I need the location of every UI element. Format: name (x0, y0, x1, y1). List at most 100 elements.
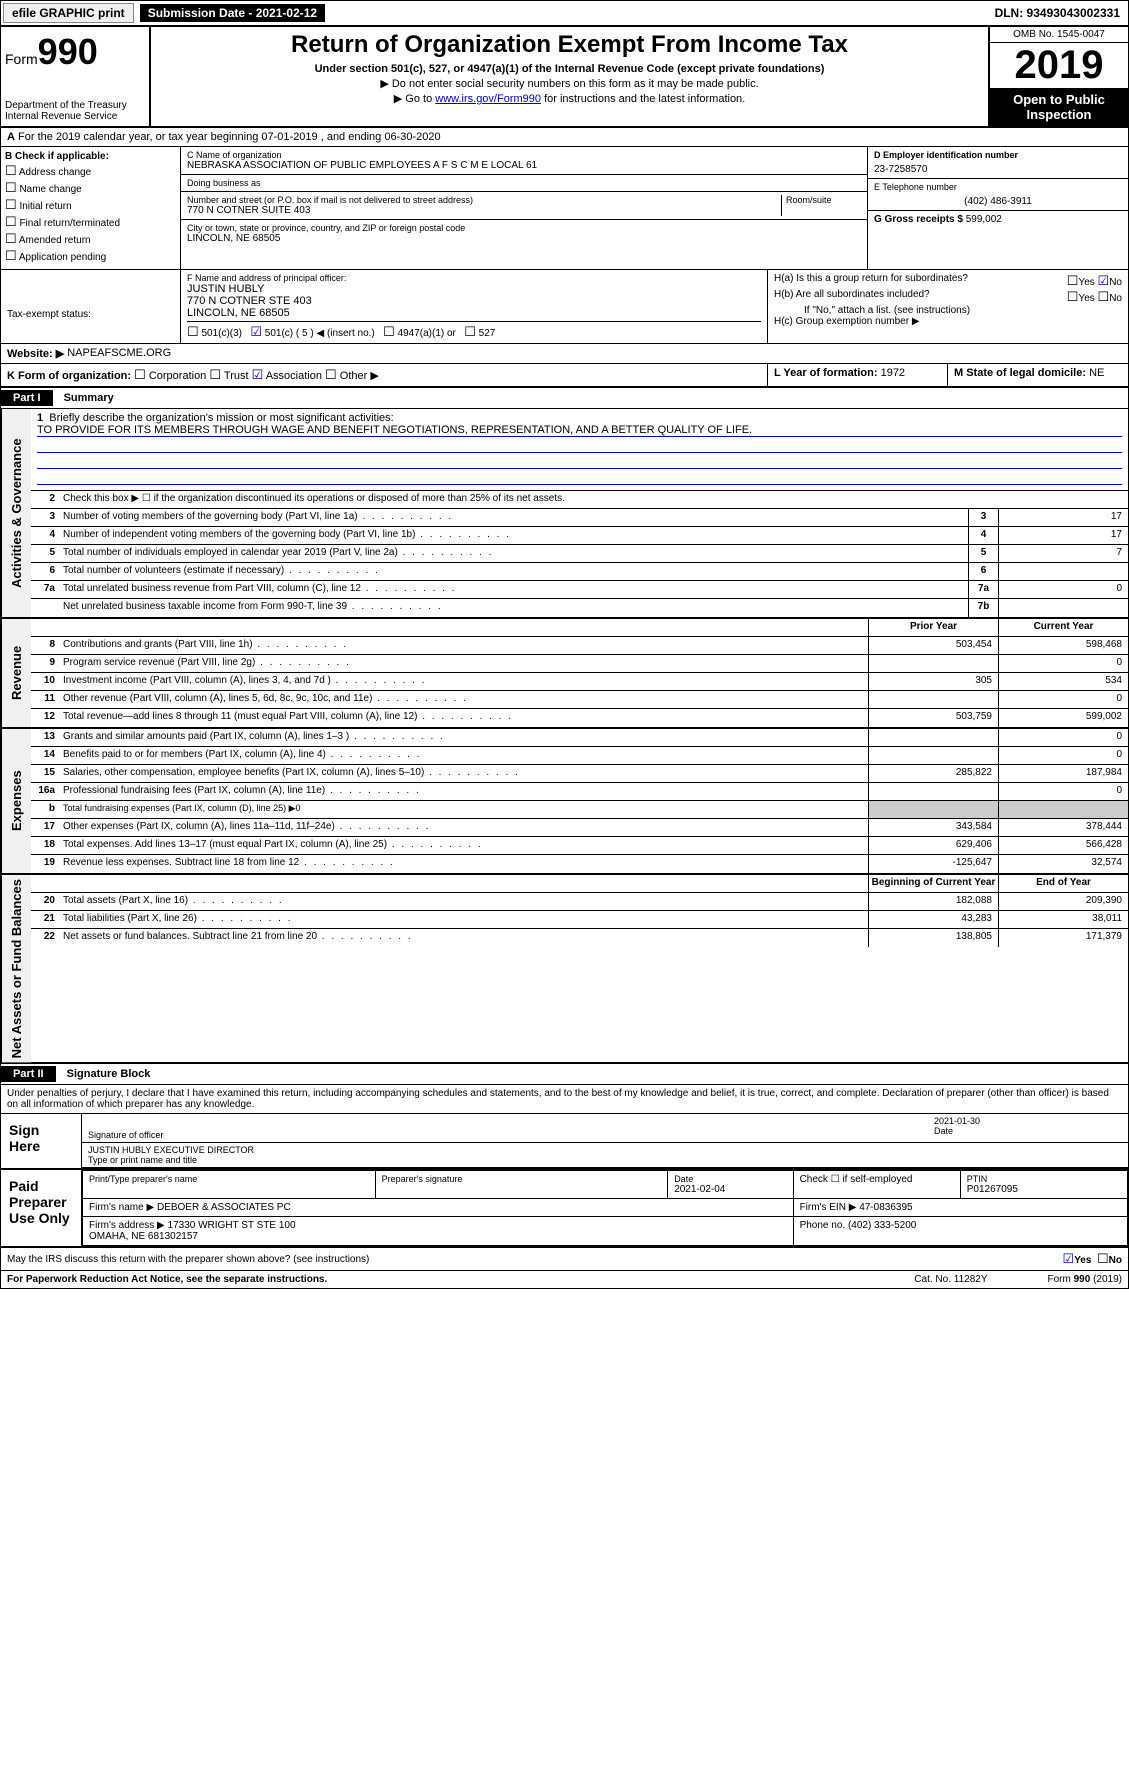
firm-phone-label: Phone no. (800, 1220, 846, 1231)
footer-right: Form 990 (2019) (1048, 1274, 1123, 1285)
efile-print-button[interactable]: efile GRAPHIC print (3, 3, 134, 23)
rev-line-8: 8Contributions and grants (Part VIII, li… (31, 637, 1128, 655)
form-header: Form990 Department of the Treasury Inter… (1, 27, 1128, 128)
chk-address-change[interactable]: Address change (5, 163, 176, 179)
vtab-revenue: Revenue (1, 619, 31, 727)
chk-501c3[interactable] (187, 328, 199, 339)
chk-name-change[interactable]: Name change (5, 180, 176, 196)
section-f-h: Tax-exempt status: F Name and address of… (1, 270, 1128, 344)
website-label: Website: ▶ (7, 347, 64, 360)
org-name: NEBRASKA ASSOCIATION OF PUBLIC EMPLOYEES… (187, 160, 861, 171)
part-ii-header: Part II Signature Block (1, 1064, 1128, 1085)
form-990-container: efile GRAPHIC print Submission Date - 20… (0, 0, 1129, 1289)
footer-mid: Cat. No. 11282Y (914, 1274, 987, 1285)
chk-4947[interactable] (383, 328, 395, 339)
phone-label: E Telephone number (874, 182, 1122, 192)
gross-label: G Gross receipts $ (874, 214, 963, 225)
exp-line-18: 18Total expenses. Add lines 13–17 (must … (31, 837, 1128, 855)
vtab-netassets: Net Assets or Fund Balances (1, 875, 31, 1062)
hdr-prior: Prior Year (868, 619, 998, 636)
sign-here-section: Sign Here Signature of officer 2021-01-3… (1, 1114, 1128, 1170)
exp-line-17: 17Other expenses (Part IX, column (A), l… (31, 819, 1128, 837)
chk-amended[interactable]: Amended return (5, 231, 176, 247)
part-i-header: Part I Summary (1, 388, 1128, 409)
discuss-row: May the IRS discuss this return with the… (1, 1248, 1128, 1271)
chk-other[interactable] (325, 370, 337, 382)
form-number: 990 (38, 31, 98, 72)
city-value: LINCOLN, NE 68505 (187, 233, 861, 244)
vtab-expenses: Expenses (1, 729, 31, 873)
discuss-yes[interactable] (1063, 1255, 1075, 1266)
ein-value: 23-7258570 (874, 160, 1122, 175)
prep-selfemp[interactable]: Check ☐ if self-employed (793, 1171, 960, 1199)
firm-label: Firm's name ▶ (89, 1202, 154, 1213)
klm-row: K Form of organization: Corporation Trus… (1, 364, 1128, 388)
chk-501c[interactable] (250, 328, 262, 339)
tax-exempt-label: Tax-exempt status: (7, 309, 174, 320)
irs-link[interactable]: www.irs.gov/Form990 (435, 93, 541, 105)
expenses-block: Expenses 13Grants and similar amounts pa… (1, 729, 1128, 875)
goto-post: for instructions and the latest informat… (541, 93, 745, 105)
chk-corp[interactable] (134, 370, 146, 382)
org-name-label: C Name of organization (187, 150, 861, 160)
ha-no[interactable] (1098, 277, 1110, 288)
section-h: H(a) Is this a group return for subordin… (768, 270, 1128, 343)
officer-name-line: JUSTIN HUBLY EXECUTIVE DIRECTOR Type or … (82, 1143, 1128, 1168)
sign-date: 2021-01-30 Date (928, 1114, 1128, 1143)
ha-yes[interactable] (1067, 277, 1079, 288)
chk-application-pending[interactable]: Application pending (5, 248, 176, 264)
ptin-hdr: PTIN (967, 1174, 1121, 1184)
gov-line-7a: 7aTotal unrelated business revenue from … (31, 581, 1128, 599)
officer-signature-line[interactable]: Signature of officer (82, 1114, 928, 1143)
hb-yes[interactable] (1067, 293, 1079, 304)
form-label: Form (5, 51, 38, 67)
omb-number: OMB No. 1545-0047 (990, 27, 1128, 43)
prep-date: 2021-02-04 (674, 1184, 786, 1195)
hb-no[interactable] (1098, 293, 1110, 304)
submission-date: Submission Date - 2021-02-12 (140, 4, 325, 22)
chk-assoc[interactable] (252, 370, 264, 382)
chk-trust[interactable] (209, 370, 221, 382)
phone-value: (402) 486-3911 (874, 192, 1122, 207)
page-footer: For Paperwork Reduction Act Notice, see … (1, 1271, 1128, 1288)
firm-ein-label: Firm's EIN ▶ (800, 1202, 857, 1213)
mission-text: TO PROVIDE FOR ITS MEMBERS THROUGH WAGE … (37, 424, 1122, 437)
net-line-20: 20Total assets (Part X, line 16)182,0882… (31, 893, 1128, 911)
section-c-org: C Name of organization NEBRASKA ASSOCIAT… (181, 147, 868, 269)
hb-note: If "No," attach a list. (see instruction… (774, 305, 1122, 316)
q2-text: Check this box ▶ ☐ if the organization d… (59, 491, 1128, 508)
exp-line-b: bTotal fundraising expenses (Part IX, co… (31, 801, 1128, 819)
goto-pre: ▶ Go to (394, 93, 435, 105)
exp-line-15: 15Salaries, other compensation, employee… (31, 765, 1128, 783)
perjury-statement: Under penalties of perjury, I declare th… (1, 1085, 1128, 1114)
exp-line-16a: 16aProfessional fundraising fees (Part I… (31, 783, 1128, 801)
revenue-block: Revenue Prior Year Current Year 8Contrib… (1, 619, 1128, 729)
hdr-end: End of Year (998, 875, 1128, 892)
vtab-governance: Activities & Governance (1, 409, 31, 617)
hb-label: H(b) Are all subordinates included? (774, 289, 930, 305)
governance-block: Activities & Governance 1 Briefly descri… (1, 409, 1128, 619)
officer-label: F Name and address of principal officer: (187, 273, 761, 283)
exp-line-19: 19Revenue less expenses. Subtract line 1… (31, 855, 1128, 873)
city-label: City or town, state or province, country… (187, 223, 861, 233)
discuss-no[interactable] (1097, 1255, 1109, 1266)
section-b-checkboxes: B Check if applicable: Address change Na… (1, 147, 181, 269)
street-address: 770 N COTNER SUITE 403 (187, 205, 781, 216)
part-i-label: Part I (1, 390, 53, 406)
note-goto: ▶ Go to www.irs.gov/Form990 for instruct… (155, 92, 984, 105)
mission-blank-2 (37, 455, 1122, 469)
chk-final-return[interactable]: Final return/terminated (5, 214, 176, 230)
dba-label: Doing business as (187, 178, 861, 188)
net-line-21: 21Total liabilities (Part X, line 26)43,… (31, 911, 1128, 929)
gov-line-4: 4Number of independent voting members of… (31, 527, 1128, 545)
line-l: L Year of formation: 1972 (768, 364, 948, 386)
exp-line-14: 14Benefits paid to or for members (Part … (31, 747, 1128, 765)
gov-line-7b: Net unrelated business taxable income fr… (31, 599, 1128, 617)
chk-527[interactable] (464, 328, 476, 339)
room-label: Room/suite (786, 195, 861, 205)
chk-initial-return[interactable]: Initial return (5, 197, 176, 213)
officer-name: JUSTIN HUBLY (187, 283, 761, 295)
ein-label: D Employer identification number (874, 150, 1122, 160)
gov-line-3: 3Number of voting members of the governi… (31, 509, 1128, 527)
section-f: F Name and address of principal officer:… (181, 270, 768, 343)
